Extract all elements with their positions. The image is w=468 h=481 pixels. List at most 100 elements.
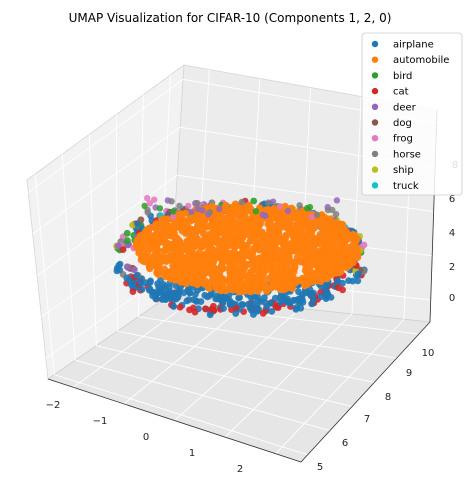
point-automobile (209, 229, 216, 236)
point-automobile (307, 225, 314, 232)
point-automobile (279, 277, 286, 284)
point-automobile (169, 243, 176, 250)
point-airplane (172, 291, 179, 298)
point-airplane (267, 300, 274, 307)
y-tick-label: 7 (364, 414, 370, 425)
point-automobile (334, 267, 341, 274)
point-automobile (218, 277, 225, 284)
point-horse (176, 203, 182, 209)
point-airplane (147, 278, 154, 285)
legend-marker-bird (372, 72, 378, 78)
point-automobile (172, 220, 179, 227)
point-dog (138, 216, 145, 223)
point-horse (168, 198, 174, 204)
point-cat (335, 284, 342, 291)
point-airplane (149, 292, 156, 299)
point-horse (296, 202, 302, 208)
point-deer (285, 208, 291, 214)
point-airplane (163, 295, 170, 302)
y-tick-label: 9 (406, 368, 412, 379)
point-horse (325, 207, 331, 213)
point-airplane (160, 281, 167, 288)
point-automobile (244, 261, 251, 268)
point-automobile (248, 283, 255, 290)
point-airplane (239, 301, 246, 308)
point-frog (185, 203, 191, 209)
point-horse (194, 200, 200, 206)
point-automobile (269, 281, 276, 288)
point-automobile (313, 262, 320, 269)
point-automobile (235, 267, 242, 274)
z-tick-label: 0 (449, 293, 455, 304)
point-cat (192, 309, 199, 316)
point-automobile (291, 261, 298, 268)
x-tick-label: 1 (189, 448, 195, 459)
point-automobile (320, 240, 327, 247)
point-automobile (309, 269, 316, 276)
point-automobile (161, 247, 168, 254)
legend-label-airplane: airplane (393, 40, 434, 51)
point-automobile (141, 229, 148, 236)
legend-marker-airplane (372, 41, 378, 47)
point-cat (130, 288, 137, 295)
point-automobile (303, 263, 310, 270)
point-airplane (193, 298, 200, 305)
point-airplane (310, 296, 317, 303)
point-automobile (296, 221, 303, 228)
point-automobile (219, 264, 226, 271)
point-automobile (275, 230, 282, 237)
point-frog (308, 214, 314, 220)
point-cat (177, 304, 184, 311)
point-automobile (192, 276, 199, 283)
point-airplane (293, 304, 300, 311)
y-tick-label: 10 (422, 348, 435, 359)
point-cat (260, 310, 267, 317)
point-automobile (260, 281, 267, 288)
point-automobile (251, 245, 258, 252)
point-automobile (344, 248, 351, 255)
point-deer (216, 206, 222, 212)
point-automobile (267, 224, 274, 231)
point-deer (195, 206, 201, 212)
point-automobile (224, 235, 231, 242)
point-automobile (252, 238, 259, 245)
point-automobile (141, 237, 148, 244)
point-bird (124, 230, 131, 237)
point-automobile (308, 233, 315, 240)
point-automobile (260, 261, 267, 268)
point-automobile (223, 221, 230, 228)
point-automobile (281, 241, 288, 248)
point-automobile (155, 271, 162, 278)
point-automobile (221, 249, 228, 256)
point-airplane (123, 275, 130, 282)
point-airplane (299, 296, 306, 303)
point-horse (314, 212, 320, 218)
point-airplane (170, 303, 177, 310)
point-automobile (244, 248, 251, 255)
point-automobile (270, 274, 277, 281)
point-airplane (291, 297, 298, 304)
point-bird (170, 208, 176, 214)
point-airplane (230, 300, 237, 307)
x-tick-label: −2 (46, 400, 61, 411)
point-automobile (152, 221, 159, 228)
legend-label-cat: cat (393, 87, 409, 98)
point-automobile (192, 266, 199, 273)
point-automobile (207, 237, 214, 244)
z-tick-label: 2 (449, 262, 455, 273)
x-tick-label: 2 (237, 464, 243, 475)
point-automobile (337, 235, 344, 242)
point-deer (334, 197, 340, 203)
legend-label-horse: horse (393, 149, 421, 160)
point-automobile (266, 238, 273, 245)
legend-marker-automobile (372, 57, 378, 63)
point-automobile (232, 240, 239, 247)
point-airplane (138, 280, 145, 287)
point-automobile (201, 218, 208, 225)
point-cat (208, 306, 215, 313)
point-deer (270, 199, 276, 205)
legend-label-bird: bird (393, 71, 412, 82)
point-bird (124, 237, 131, 244)
point-automobile (328, 219, 335, 226)
